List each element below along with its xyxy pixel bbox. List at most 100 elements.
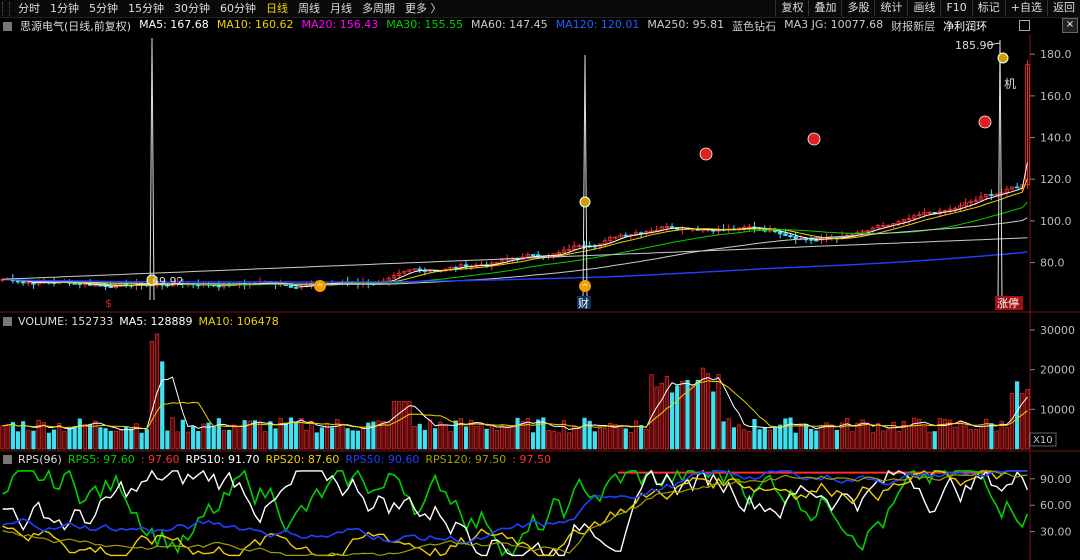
red-ball-marker [978,115,992,129]
toolbar-button-7[interactable]: +自选 [1004,0,1047,16]
volume-bar [845,417,850,450]
volume-bar [747,431,752,450]
volume-bar [201,423,206,450]
toolbar-button-1[interactable]: 叠加 [808,0,841,16]
candle-body [922,212,927,216]
candle-body [953,207,958,210]
volume-bar [257,421,263,450]
volume-bar [762,427,767,450]
volume-bar [386,421,391,450]
period-tab-2[interactable]: 5分钟 [89,2,118,15]
candle-body [566,248,572,251]
volume-bar [690,385,695,450]
volume-bar [587,420,592,450]
tag-cai: 财 [578,296,589,310]
high-price-arrow [987,42,1001,46]
close-icon[interactable]: × [1062,18,1078,33]
period-tab-1[interactable]: 1分钟 [50,2,79,15]
toolbar-grip[interactable] [2,2,10,16]
volume-bar [618,425,623,450]
toolbar-button-6[interactable]: 标记 [971,0,1005,16]
volume-bar [510,425,515,450]
volume-bar [103,428,108,450]
red-ball-marker [699,147,713,161]
volume-bar [937,418,942,450]
candle-body [978,196,984,201]
period-tab-0[interactable]: 分时 [18,2,40,15]
volume-bar [345,428,350,450]
period-tab-7[interactable]: 周线 [298,2,320,15]
ma-legend-9: 财报新层 [891,20,936,33]
tag-zhangting-bg [995,296,1023,310]
toolbar-button-4[interactable]: 画线 [907,0,940,16]
volume-ma10: MA10: 106478 [198,314,279,328]
toolbar-button-5[interactable]: F10 [940,0,971,16]
panel-menu-icon[interactable] [3,21,12,31]
volume-bar [288,417,294,450]
volume-bar [433,428,438,450]
volume-bar [397,401,402,450]
volume-bar [556,432,561,450]
toolbar-button-0[interactable]: 复权 [775,0,808,16]
volume-bar [659,382,664,450]
volume-bar [1015,381,1020,450]
tag-s: $ [105,297,112,310]
period-tab-10[interactable]: 更多 〉 [405,2,442,15]
volume-bar [72,426,77,450]
volume-bar [783,418,788,450]
period-tab-3[interactable]: 15分钟 [128,2,164,15]
ma-legend-10: 净利润环 [943,20,988,33]
volume-bar [984,418,989,450]
candle-body [556,251,561,255]
volume-bar [448,431,453,450]
volume-bar [860,419,865,450]
candle-body [1009,186,1015,190]
volume-bar [886,428,891,450]
period-tab-5[interactable]: 60分钟 [220,2,256,15]
tag-zhangting: 涨停 [997,296,1019,310]
rps-legend-2: RPS10: 91.70 [185,452,260,466]
candle-body [463,264,469,267]
volume-bar [381,421,386,450]
volume-bar [479,422,484,450]
rps-menu-icon[interactable] [3,454,12,464]
volume-bar [994,430,999,450]
red-ball-marker [807,132,821,146]
volume-bar [788,417,793,450]
period-tab-9[interactable]: 多周期 [362,2,395,15]
volume-bar [742,429,747,450]
volume-bar [778,424,783,450]
volume-bar [5,424,10,450]
volume-bar [247,420,252,450]
volume-bar [814,430,819,450]
volume-bar [438,421,443,450]
volume-bar [839,422,845,450]
toolbar-button-2[interactable]: 多股 [841,0,874,16]
period-tab-4[interactable]: 30分钟 [174,2,210,15]
candle-body [577,245,582,247]
period-tab-6[interactable]: 日线 [266,2,288,15]
candle-body [618,234,623,238]
volume-bar [319,427,324,450]
volume-bar [62,430,67,450]
toolbar-button-3[interactable]: 统计 [874,0,907,16]
volume-bar [906,425,912,450]
settings-icon[interactable] [1019,20,1030,31]
volume-bar [139,432,144,450]
period-tab-8[interactable]: 月线 [330,2,352,15]
volume-bar [98,427,103,450]
volume-bar [474,426,479,450]
toolbar-button-8[interactable]: 返回 [1047,0,1080,16]
volume-bar [422,429,427,450]
candle-body [608,236,613,242]
rps50-line [2,470,1028,544]
volume-bar [767,429,773,450]
volume-bar [31,430,36,450]
price-tick-label: 160.0 [1040,90,1072,103]
volume-bar [273,428,278,450]
volume-bar [330,427,335,450]
volume-bar [283,422,288,450]
volume-menu-icon[interactable] [3,316,12,326]
volume-bar [427,419,433,450]
